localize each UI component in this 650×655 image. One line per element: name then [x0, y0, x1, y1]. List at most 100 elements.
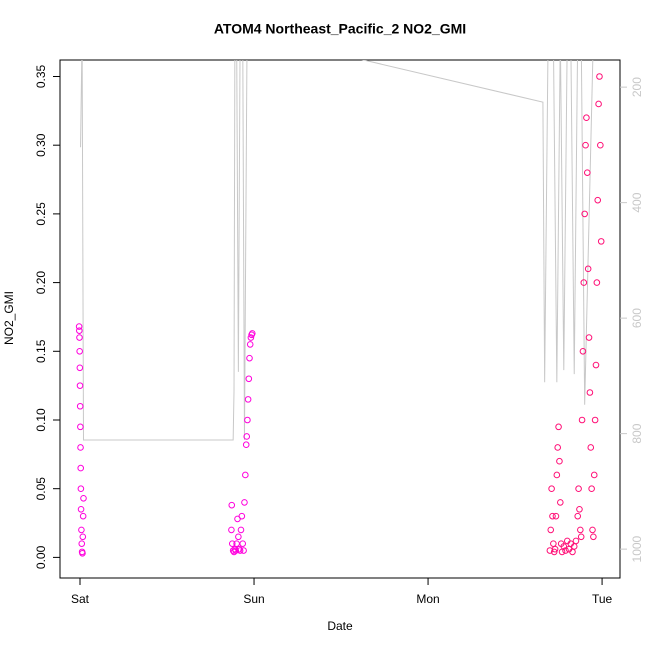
point [76, 364, 84, 372]
point [572, 537, 580, 545]
point [596, 73, 603, 80]
point [595, 100, 602, 108]
point [597, 238, 605, 245]
y-tick-label: 0.10 [34, 408, 48, 432]
x-axis-label: Date [327, 619, 353, 633]
point [235, 545, 243, 553]
x-tick-label: Sat [71, 592, 90, 606]
point [229, 547, 237, 554]
point [246, 341, 254, 348]
point [76, 334, 83, 341]
point [557, 499, 564, 506]
point [554, 444, 562, 451]
y-tick-label: 0.05 [34, 477, 48, 501]
y2-tick-label: 400 [630, 192, 644, 212]
point [240, 547, 247, 554]
point [591, 416, 599, 424]
point [574, 512, 582, 520]
point [562, 547, 569, 554]
y2-tick-label: 1000 [630, 535, 644, 562]
point [586, 389, 594, 396]
point [241, 499, 248, 506]
point [76, 347, 83, 355]
x-tick-label: Tue [592, 592, 613, 606]
y2-tick-label: 800 [630, 423, 644, 443]
point [77, 485, 85, 492]
point [77, 423, 84, 431]
point [242, 441, 250, 449]
point [237, 526, 245, 534]
y-tick-label: 0.25 [34, 202, 48, 226]
point [76, 327, 83, 334]
x-tick-label: Sun [243, 592, 264, 606]
point [238, 512, 246, 520]
point [247, 334, 255, 341]
point [584, 265, 592, 273]
point [582, 141, 589, 149]
y-tick-label: 0.15 [34, 339, 48, 363]
point [590, 471, 598, 479]
altitude-line [80, 60, 594, 441]
point [587, 444, 595, 451]
point [243, 433, 251, 440]
point [578, 416, 586, 424]
point [553, 471, 561, 479]
y-axis-label: NO2_GMI [2, 291, 16, 345]
point [548, 485, 555, 492]
point [583, 114, 590, 122]
point [78, 540, 86, 547]
point [552, 512, 560, 520]
point [75, 323, 83, 330]
point [589, 526, 596, 534]
point [581, 210, 588, 218]
point [560, 543, 568, 550]
chart-title: ATOM4 Northeast_Pacific_2 NO2_GMI [214, 21, 466, 37]
point [242, 471, 249, 479]
point [577, 526, 584, 534]
point [585, 334, 593, 341]
point [80, 495, 87, 502]
plot-box [59, 59, 621, 579]
point [239, 540, 247, 547]
point [580, 279, 588, 286]
point [550, 540, 557, 547]
point [228, 501, 236, 509]
point [232, 547, 240, 554]
point [555, 423, 562, 431]
point [588, 485, 595, 492]
point [248, 330, 256, 337]
point [558, 548, 566, 556]
y2-tick-label: 600 [630, 308, 644, 328]
y-tick-label: 0.00 [34, 545, 48, 569]
point [79, 533, 87, 541]
point [78, 526, 85, 534]
point [77, 505, 85, 513]
point [597, 141, 604, 149]
point [77, 464, 85, 472]
point [246, 354, 253, 362]
point [556, 457, 563, 465]
point [576, 505, 583, 513]
x-tick-label: Mon [416, 592, 439, 606]
point [79, 549, 86, 557]
point [594, 196, 602, 204]
point [592, 361, 600, 369]
point [593, 279, 601, 286]
point [77, 444, 84, 451]
point [230, 548, 238, 556]
point [583, 169, 591, 176]
point [244, 416, 251, 424]
point [245, 375, 253, 383]
y-tick-label: 0.30 [34, 133, 48, 157]
point [236, 547, 244, 554]
y2-tick-label: 200 [630, 77, 644, 97]
point [579, 347, 587, 355]
point [79, 512, 87, 520]
point [549, 512, 556, 520]
y-tick-label: 0.35 [34, 64, 48, 88]
point [551, 545, 559, 553]
y-tick-label: 0.20 [34, 271, 48, 295]
point [550, 548, 558, 556]
point [76, 382, 84, 389]
